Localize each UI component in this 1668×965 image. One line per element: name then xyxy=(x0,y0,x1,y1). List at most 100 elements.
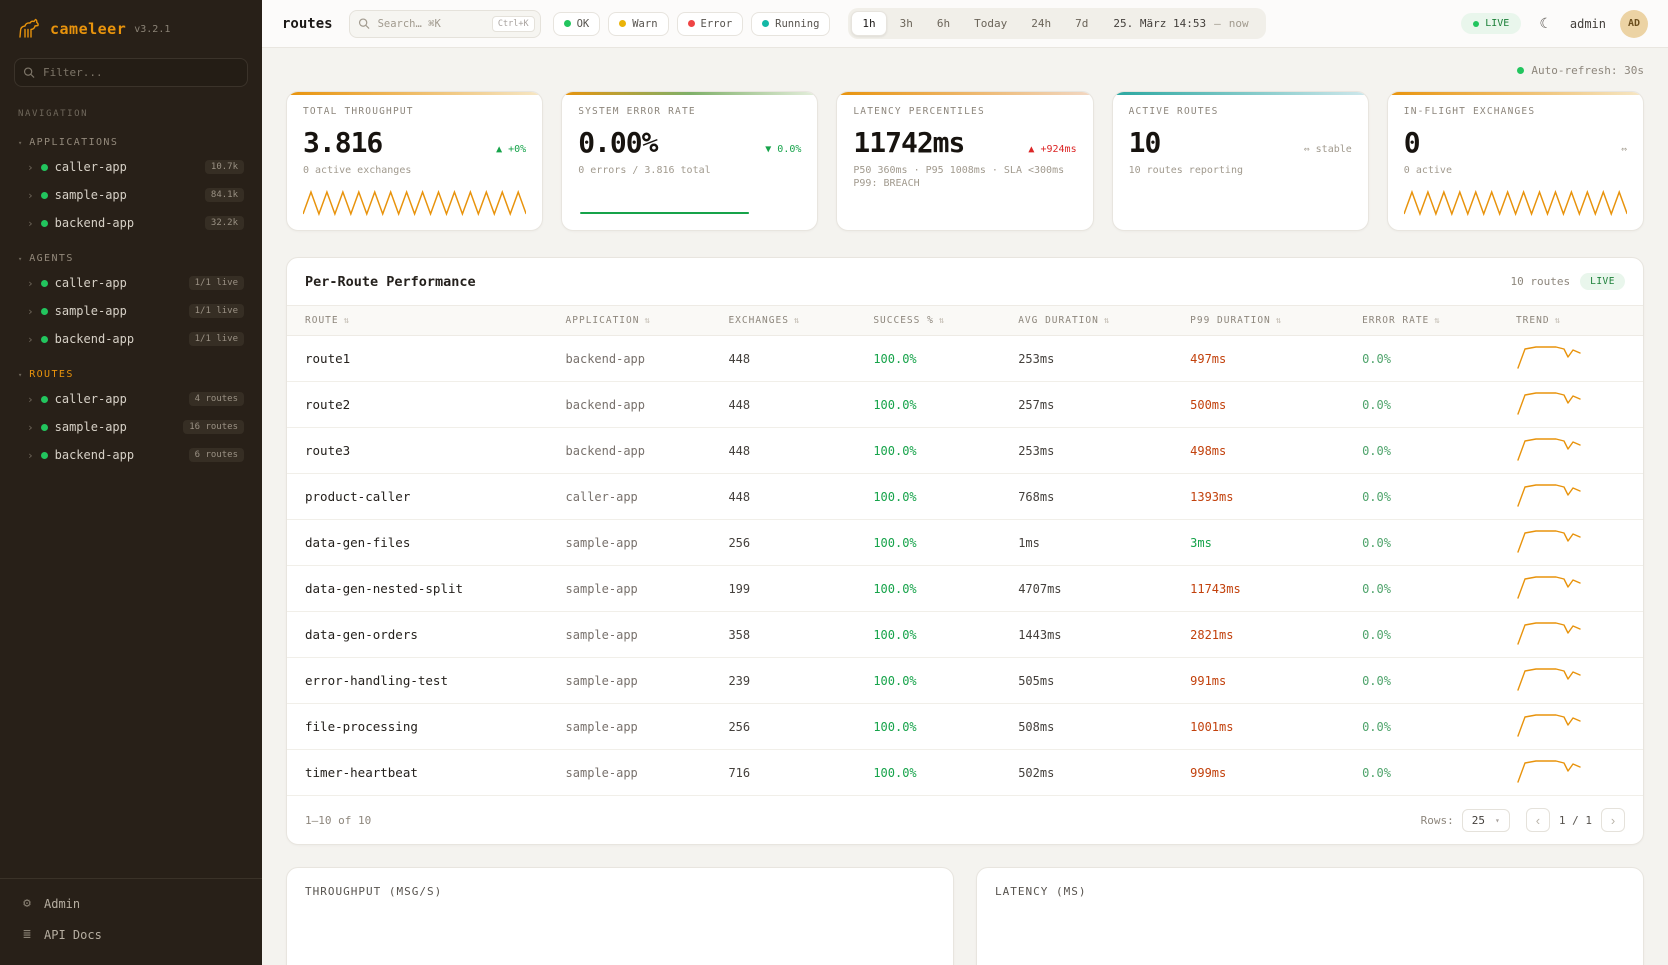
filter-chip-warn[interactable]: Warn xyxy=(608,11,669,36)
app-logo[interactable]: cameleer v3.2.1 xyxy=(0,0,262,52)
section-label: ROUTES xyxy=(29,369,74,380)
autorefresh-indicator: Auto-refresh: 30s xyxy=(286,60,1644,91)
sidebar-item-api-docs[interactable]: ≣ API Docs xyxy=(14,920,248,949)
route-trend xyxy=(1497,565,1643,612)
table-row-route1[interactable]: route1 backend-app 448 100.0% 253ms 497ms 0.0% xyxy=(287,335,1643,382)
sidebar-item-admin[interactable]: ⚙ Admin xyxy=(14,889,248,918)
column-label: TREND xyxy=(1515,315,1550,326)
status-filter-chips: OK Warn Error Running xyxy=(552,11,831,36)
section-header-agents[interactable]: ▾ AGENTS xyxy=(10,245,252,269)
sidebar-item-agents-backend-app[interactable]: › backend-app 1/1 live xyxy=(10,325,252,353)
route-name: error-handling-test xyxy=(287,657,548,704)
column-header-avg-duration[interactable]: AVG DURATION ⇅ xyxy=(1000,305,1173,336)
prev-page-button[interactable]: ‹ xyxy=(1525,808,1550,832)
sidebar-item-applications-caller-app[interactable]: › caller-app 10.7k xyxy=(10,153,252,181)
sort-icon: ⇅ xyxy=(1103,316,1111,326)
route-name: data-gen-orders xyxy=(287,611,548,658)
time-range-6h[interactable]: 6h xyxy=(926,11,961,36)
time-range-3h[interactable]: 3h xyxy=(889,11,924,36)
avatar[interactable]: AD xyxy=(1620,9,1648,38)
chevron-right-icon: › xyxy=(27,304,34,318)
column-header-p99-duration[interactable]: P99 DURATION ⇅ xyxy=(1172,305,1345,336)
trend-sparkline xyxy=(1517,576,1581,599)
docs-icon: ≣ xyxy=(23,927,31,942)
table-row-data-gen-files[interactable]: data-gen-files sample-app 256 100.0% 1ms 3ms 0… xyxy=(287,519,1643,566)
column-label: SUCCESS % xyxy=(873,315,934,326)
datetime-start: 25. März 14:53 xyxy=(1113,17,1207,30)
sort-icon: ⇅ xyxy=(793,316,801,326)
filter-chip-running[interactable]: Running xyxy=(751,11,831,36)
search-shortcut-badge: Ctrl+K xyxy=(491,15,535,32)
sidebar-footer-label: API Docs xyxy=(44,927,102,942)
route-p99-duration: 2821ms xyxy=(1172,611,1345,658)
column-header-error-rate[interactable]: ERROR RATE ⇅ xyxy=(1344,305,1498,336)
kpi-title: ACTIVE ROUTES xyxy=(1128,106,1219,117)
filter-chip-error[interactable]: Error xyxy=(676,11,744,36)
panel-meta: 10 routes LIVE xyxy=(1511,273,1625,290)
sidebar-item-routes-caller-app[interactable]: › caller-app 4 routes xyxy=(10,385,252,413)
datetime-end: now xyxy=(1228,17,1249,30)
section-header-applications[interactable]: ▾ APPLICATIONS xyxy=(10,129,252,153)
column-header-route[interactable]: ROUTE ⇅ xyxy=(287,305,548,336)
table-row-data-gen-orders[interactable]: data-gen-orders sample-app 358 100.0% 1443ms… xyxy=(287,611,1643,658)
column-header-trend[interactable]: TREND ⇅ xyxy=(1497,305,1643,336)
rows-per-page-select[interactable]: 25 ▾ xyxy=(1461,808,1510,832)
column-header-success[interactable]: SUCCESS % ⇅ xyxy=(855,305,1001,336)
route-name: route3 xyxy=(287,427,548,474)
column-label: ROUTE xyxy=(305,315,339,326)
column-header-exchanges[interactable]: EXCHANGES ⇅ xyxy=(710,305,856,336)
route-application: backend-app xyxy=(547,335,711,382)
route-application: sample-app xyxy=(547,611,711,658)
table-row-route2[interactable]: route2 backend-app 448 100.0% 257ms 500ms 0.0% xyxy=(287,381,1643,428)
sidebar-item-agents-sample-app[interactable]: › sample-app 1/1 live xyxy=(10,297,252,325)
route-error-rate: 0.0% xyxy=(1344,657,1498,704)
sidebar-item-label: sample-app xyxy=(54,304,127,318)
sidebar-filter-input[interactable] xyxy=(14,58,248,87)
table-row-data-gen-nested-split[interactable]: data-gen-nested-split sample-app 199 100.0%… xyxy=(287,565,1643,612)
kpi-subtitle: 0 active xyxy=(1403,165,1452,176)
trend-sparkline xyxy=(1517,346,1581,369)
route-error-rate: 0.0% xyxy=(1344,611,1498,658)
table-row-timer-heartbeat[interactable]: timer-heartbeat sample-app 716 100.0% 502ms 9… xyxy=(287,749,1643,796)
sidebar-item-applications-sample-app[interactable]: › sample-app 84.1k xyxy=(10,181,252,209)
sidebar-item-badge: 84.1k xyxy=(204,188,244,202)
section-header-routes[interactable]: ▾ ROUTES xyxy=(10,361,252,385)
kpi-title: IN-FLIGHT EXCHANGES xyxy=(1403,106,1536,117)
chevron-right-icon: › xyxy=(1610,812,1616,828)
sidebar-item-applications-backend-app[interactable]: › backend-app 32.2k xyxy=(10,209,252,237)
kpi-subtitle: 10 routes reporting xyxy=(1128,165,1243,176)
status-dot xyxy=(40,219,48,227)
column-header-application[interactable]: APPLICATION ⇅ xyxy=(547,305,711,336)
live-status-badge[interactable]: LIVE xyxy=(1461,13,1522,34)
time-range-7d[interactable]: 7d xyxy=(1064,11,1099,36)
table-row-file-processing[interactable]: file-processing sample-app 256 100.0% 508ms 1… xyxy=(287,703,1643,750)
route-p99-duration: 999ms xyxy=(1172,749,1345,796)
route-success-rate: 100.0% xyxy=(855,565,1001,612)
dark-mode-toggle[interactable]: ☾ xyxy=(1535,13,1556,34)
table-row-route3[interactable]: route3 backend-app 448 100.0% 253ms 498ms 0.0% xyxy=(287,427,1643,474)
sidebar-item-label: sample-app xyxy=(54,420,127,434)
route-success-rate: 100.0% xyxy=(855,657,1001,704)
table-footer: 1–10 of 10 Rows: 25 ▾ ‹ 1 / 1 › xyxy=(287,796,1643,844)
sidebar-item-badge: 1/1 live xyxy=(188,276,244,290)
route-success-rate: 100.0% xyxy=(855,519,1001,566)
table-row-error-handling-test[interactable]: error-handling-test sample-app 239 100.0% 50… xyxy=(287,657,1643,704)
sidebar-item-badge: 4 routes xyxy=(188,392,244,406)
filter-chip-ok[interactable]: OK xyxy=(552,11,601,36)
time-range-24h[interactable]: 24h xyxy=(1020,11,1062,36)
route-success-rate: 100.0% xyxy=(855,749,1001,796)
time-range-1h[interactable]: 1h xyxy=(851,11,887,36)
chevron-right-icon: › xyxy=(27,276,34,290)
sidebar-item-routes-backend-app[interactable]: › backend-app 6 routes xyxy=(10,441,252,469)
table-row-product-caller[interactable]: product-caller caller-app 448 100.0% 768ms 13… xyxy=(287,473,1643,520)
chart-title-throughput: THROUGHPUT (MSG/S) xyxy=(305,885,443,898)
sidebar-item-agents-caller-app[interactable]: › caller-app 1/1 live xyxy=(10,269,252,297)
per-route-performance-panel: Per-Route Performance 10 routes LIVE ROU… xyxy=(286,257,1644,845)
trend-sparkline xyxy=(1517,714,1581,737)
kpi-title: SYSTEM ERROR RATE xyxy=(578,106,696,117)
time-range-today[interactable]: Today xyxy=(963,11,1018,36)
route-p99-duration: 3ms xyxy=(1172,519,1345,566)
next-page-button[interactable]: › xyxy=(1601,808,1625,832)
route-exchanges: 448 xyxy=(710,427,856,474)
sidebar-item-routes-sample-app[interactable]: › sample-app 16 routes xyxy=(10,413,252,441)
